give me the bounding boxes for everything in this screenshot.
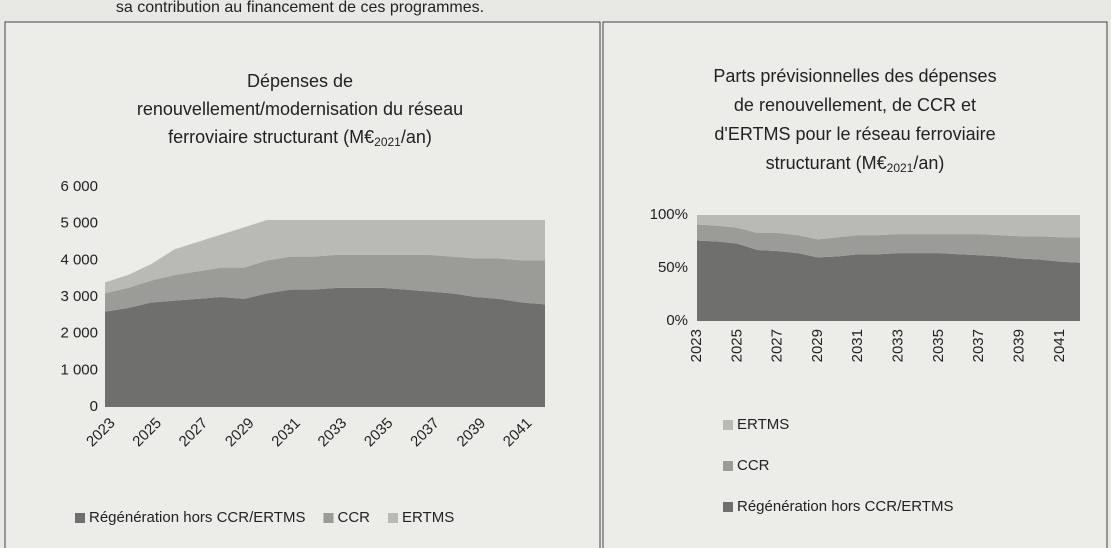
chart-title: Dépenses de renouvellement/modernisation … xyxy=(137,71,463,149)
y-tick-label: 4 000 xyxy=(60,251,98,268)
y-tick-label: 3 000 xyxy=(60,288,98,305)
legend-label: CCR xyxy=(737,457,770,474)
title-line: structurant (M€ xyxy=(766,153,887,173)
area xyxy=(697,224,1080,263)
legend-label: CCR xyxy=(337,509,370,526)
y-tick-label: 100% xyxy=(650,206,688,223)
x-tick-label: 2029 xyxy=(809,329,826,362)
area xyxy=(105,287,545,407)
y-tick-label: 0% xyxy=(666,312,688,329)
y-tick-label: 1 000 xyxy=(60,361,98,378)
legend-swatch xyxy=(723,461,733,471)
x-tick-label: 2023 xyxy=(688,329,705,362)
x-tick-label: 2031 xyxy=(849,329,866,362)
y-tick-label: 5 000 xyxy=(60,215,98,232)
legend-label: Régénération hors CCR/ERTMS xyxy=(737,498,953,515)
x-tick-label: 2037 xyxy=(970,329,987,362)
title-line: ferroviaire structurant (M€ xyxy=(168,127,374,147)
legend-swatch xyxy=(387,513,398,523)
x-tick-label: 2035 xyxy=(930,329,947,362)
y-tick-label: 2 000 xyxy=(60,325,98,342)
title-subscript: 2021 xyxy=(374,135,401,149)
title-line: Dépenses de xyxy=(247,71,353,91)
title-line: d'ERTMS pour le réseau ferroviaire xyxy=(714,124,995,144)
legend-swatch xyxy=(723,420,733,430)
legend-label: Régénération hors CCR/ERTMS xyxy=(89,509,305,526)
x-tick-label: 2039 xyxy=(1010,329,1027,362)
area xyxy=(105,254,545,312)
x-tick-label: 2027 xyxy=(769,329,786,362)
area xyxy=(697,240,1080,321)
x-tick-label: 2041 xyxy=(1051,329,1068,362)
legend-swatch xyxy=(723,502,733,512)
area xyxy=(697,215,1080,240)
title-line: Parts prévisionnelles des dépenses xyxy=(713,66,996,86)
legend-label: ERTMS xyxy=(402,509,454,526)
title-subscript: 2021 xyxy=(887,161,914,175)
title-line: renouvellement/modernisation du réseau xyxy=(137,99,463,119)
y-tick-label: 0 xyxy=(90,398,98,415)
header-text: sa contribution au financement de ces pr… xyxy=(116,0,484,16)
y-tick-label: 50% xyxy=(658,259,688,276)
legend-swatch xyxy=(323,513,334,523)
title-line: de renouvellement, de CCR et xyxy=(734,95,976,115)
area xyxy=(105,220,545,294)
y-tick-label: 6 000 xyxy=(60,178,98,195)
title-suffix: /an) xyxy=(401,127,432,147)
chart-title: Parts prévisionnelles des dépenses de ren… xyxy=(713,66,996,175)
x-tick-label: 2025 xyxy=(728,329,745,362)
x-tick-label: 2033 xyxy=(890,329,907,362)
legend-label: ERTMS xyxy=(737,416,789,433)
legend-swatch xyxy=(75,513,85,523)
title-suffix: /an) xyxy=(913,153,944,173)
